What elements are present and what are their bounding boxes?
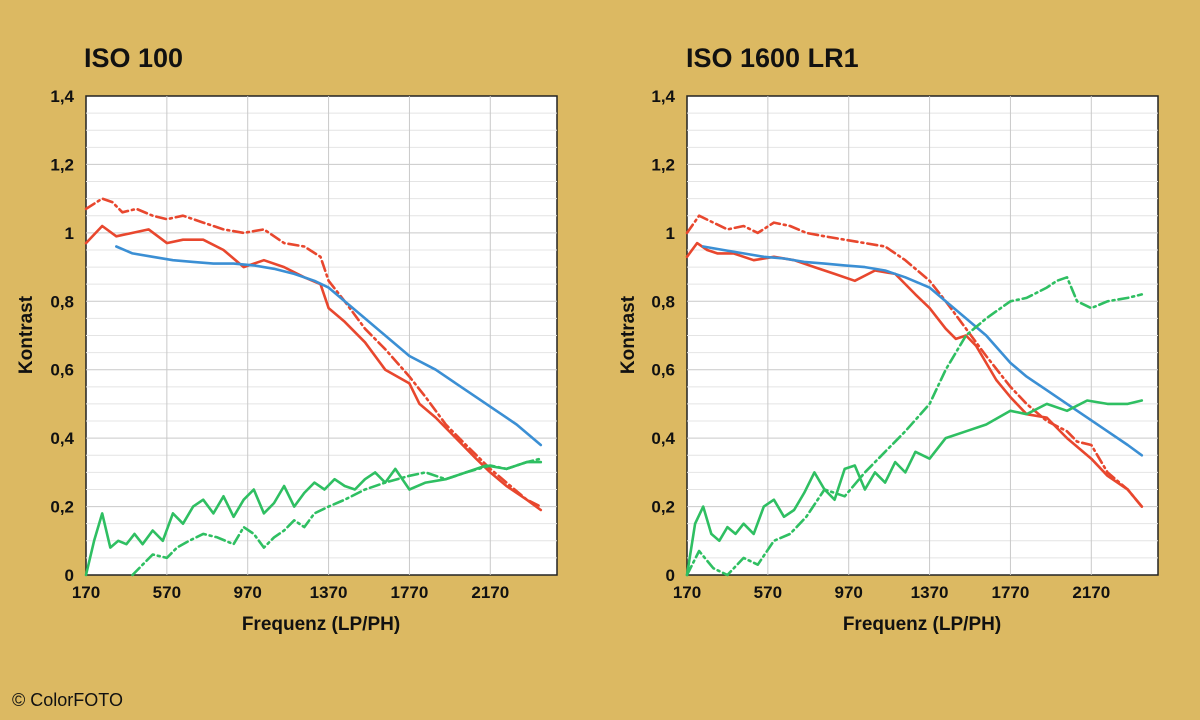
x-tick-label: 1370 xyxy=(310,583,348,602)
y-tick-label: 1,2 xyxy=(50,155,74,174)
x-tick-label: 970 xyxy=(835,583,863,602)
x-tick-label: 1370 xyxy=(911,583,949,602)
series-blue xyxy=(115,245,543,447)
series-green-solid xyxy=(84,460,543,577)
x-tick-label: 570 xyxy=(153,583,181,602)
series-green-dashed xyxy=(131,457,543,577)
x-tick-label: 170 xyxy=(673,583,701,602)
copyright-notice: © ColorFOTO xyxy=(12,690,123,710)
y-tick-label: 1,4 xyxy=(651,87,675,106)
series-red-solid xyxy=(685,241,1144,508)
y-tick-label: 0,8 xyxy=(50,292,74,311)
y-ticks: 0 0,2 0,4 0,6 0,8 1 1,2 1,4 xyxy=(50,87,74,585)
chart-title: ISO 1600 LR1 xyxy=(686,43,859,73)
x-tick-label: 570 xyxy=(754,583,782,602)
y-tick-label: 0 xyxy=(65,566,74,585)
y-tick-label: 0,2 xyxy=(651,498,675,517)
series-green-dashed xyxy=(685,275,1144,577)
y-axis-label: Kontrast xyxy=(16,295,37,374)
series-layer xyxy=(685,214,1144,577)
x-tick-label: 1770 xyxy=(391,583,429,602)
x-axis-label: Frequenz (LP/PH) xyxy=(843,614,1001,635)
y-ticks: 0 0,2 0,4 0,6 0,8 1 1,2 1,4 xyxy=(651,87,675,585)
y-tick-label: 1,4 xyxy=(50,87,74,106)
y-axis-label: Kontrast xyxy=(618,295,639,374)
y-tick-label: 0,6 xyxy=(651,361,675,380)
x-axis-label: Frequenz (LP/PH) xyxy=(242,614,400,635)
series-layer xyxy=(84,197,543,577)
x-tick-label: 970 xyxy=(234,583,262,602)
y-tick-label: 1 xyxy=(666,224,675,243)
grid xyxy=(687,96,1158,575)
x-ticks: 170 570 970 1370 1770 2170 xyxy=(72,583,509,602)
y-tick-label: 0,2 xyxy=(50,498,74,517)
x-tick-label: 2170 xyxy=(1072,583,1110,602)
chart-title: ISO 100 xyxy=(84,43,183,73)
y-tick-label: 0,8 xyxy=(651,292,675,311)
x-tick-label: 1770 xyxy=(992,583,1030,602)
y-tick-label: 1,2 xyxy=(651,155,675,174)
x-ticks: 170 570 970 1370 1770 2170 xyxy=(673,583,1110,602)
chart-iso-1600-lr1: ISO 1600 LR1 0 0,2 0,4 0,6 0,8 1 1,2 1,4 170 570… xyxy=(618,43,1159,635)
x-tick-label: 170 xyxy=(72,583,100,602)
y-tick-label: 0,4 xyxy=(651,429,675,448)
series-green-solid xyxy=(685,399,1144,577)
y-tick-label: 0,6 xyxy=(50,361,74,380)
y-tick-label: 1 xyxy=(65,224,74,243)
chart-iso-100: ISO 100 0 0,2 0,4 0,6 0,8 1 1,2 1,4 170 570 970 13… xyxy=(16,43,558,635)
x-tick-label: 2170 xyxy=(471,583,509,602)
y-tick-label: 0,4 xyxy=(50,429,74,448)
series-red-dashed xyxy=(84,197,543,508)
y-tick-label: 0 xyxy=(666,566,675,585)
series-red-dashed xyxy=(685,214,1144,508)
grid xyxy=(86,96,557,575)
